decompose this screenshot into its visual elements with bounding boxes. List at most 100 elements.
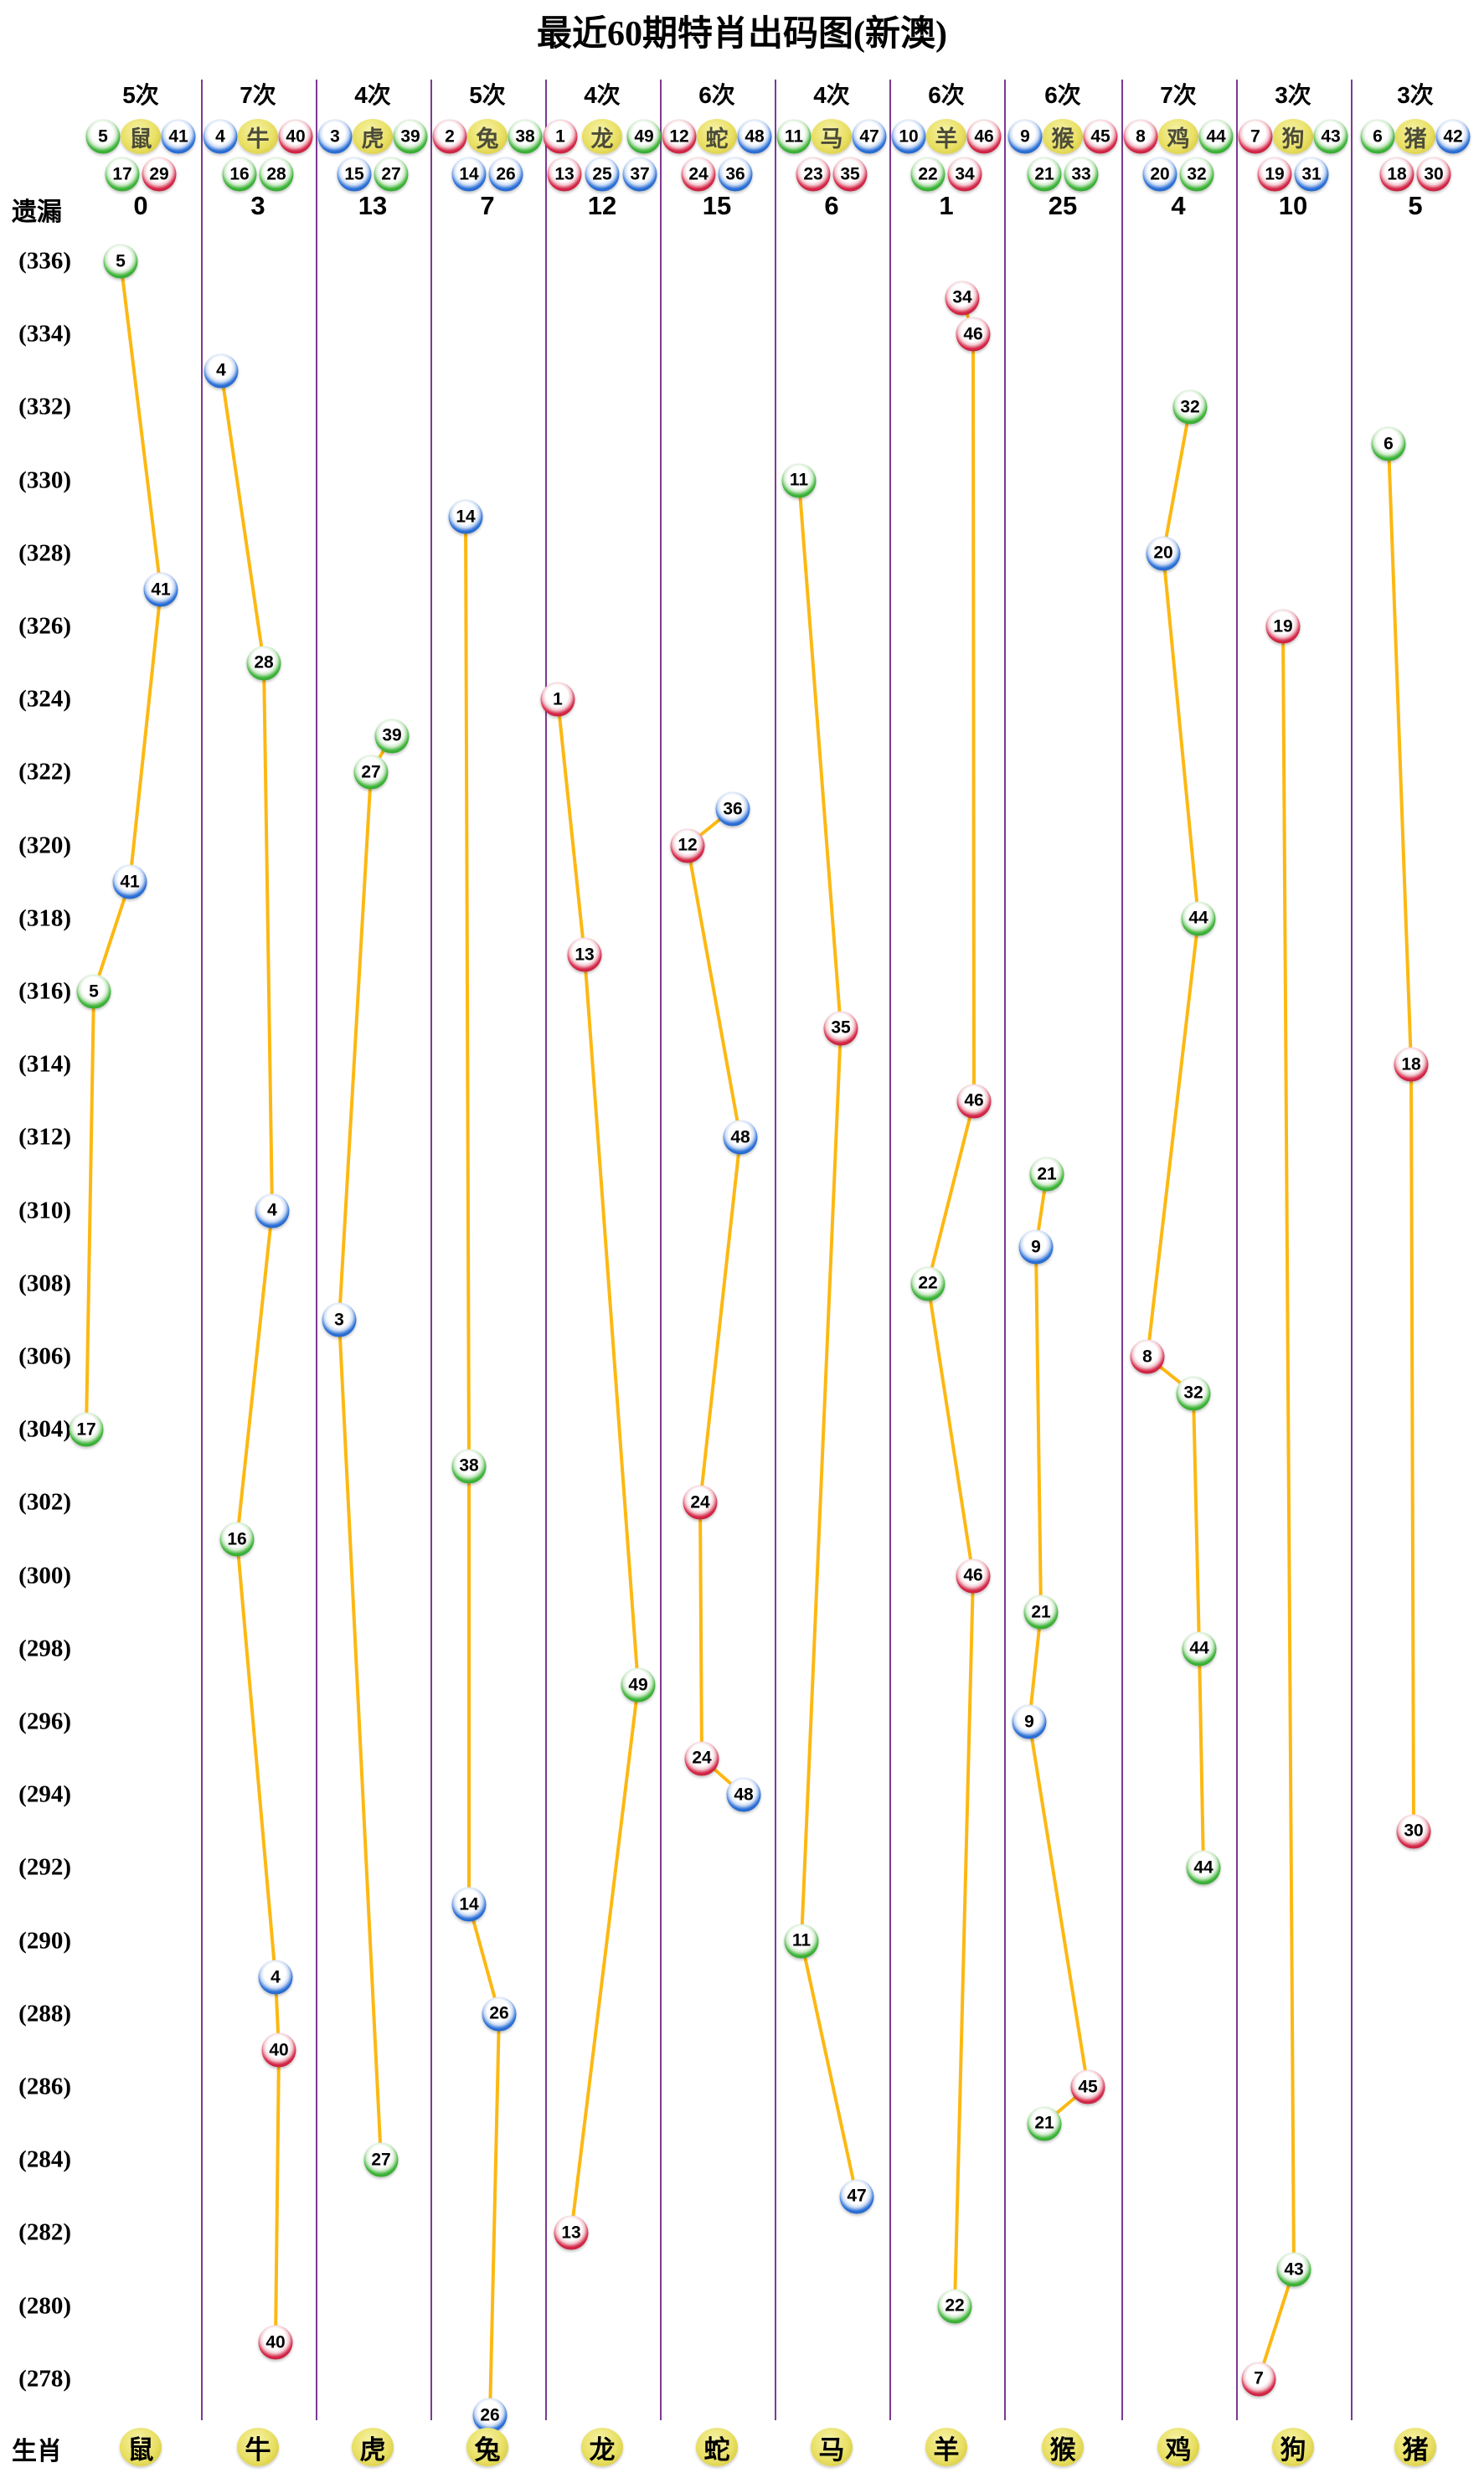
miss-count: 15 — [702, 191, 732, 220]
times-count: 4次 — [354, 82, 391, 108]
miss-count: 5 — [1408, 191, 1423, 220]
trend-polyline — [1257, 626, 1296, 2380]
zodiac-badge: 兔 — [467, 119, 508, 154]
chart-ball: 16 — [219, 1522, 255, 1557]
header-ball: 22 — [910, 157, 946, 192]
page-title: 最近60期特肖出码图(新澳) — [537, 15, 947, 54]
zodiac-badge: 羊 — [926, 119, 966, 154]
trend-polyline — [1387, 443, 1415, 1832]
header-ball: 1 — [543, 119, 578, 154]
miss-count: 3 — [250, 191, 265, 220]
chart-ball: 41 — [143, 572, 178, 607]
header-ball: 11 — [776, 119, 812, 154]
times-count: 7次 — [240, 82, 276, 108]
header-ball: 34 — [947, 157, 982, 192]
zodiac-badge: 猪 — [1395, 119, 1435, 154]
y-axis-label: (288) — [18, 2000, 71, 2027]
chart-ball: 41 — [112, 864, 147, 899]
chart-ball: 6 — [1371, 426, 1406, 461]
chart-ball: 48 — [723, 1120, 758, 1155]
chart-ball: 11 — [781, 463, 817, 498]
header-ball: 47 — [852, 119, 887, 154]
miss-count: 4 — [1171, 191, 1186, 220]
header-ball: 5 — [85, 119, 121, 154]
chart-ball: 1 — [540, 682, 575, 717]
chart-ball: 39 — [374, 719, 410, 754]
zodiac-row-label: 生肖 — [12, 2438, 62, 2465]
column-divider — [430, 80, 432, 2420]
column-divider — [545, 80, 547, 2420]
column-divider — [316, 80, 317, 2420]
y-axis-label: (302) — [18, 1488, 71, 1516]
zodiac-badge: 鼠 — [121, 119, 161, 154]
y-axis-label: (330) — [18, 466, 71, 494]
chart-ball: 20 — [1146, 536, 1181, 571]
chart-ball: 40 — [258, 2325, 293, 2360]
header-ball: 24 — [681, 157, 716, 192]
zodiac-badge: 马 — [812, 119, 852, 154]
y-axis-label: (314) — [18, 1050, 71, 1078]
zodiac-badge: 虎 — [353, 119, 393, 154]
chart-ball: 14 — [451, 1887, 487, 1922]
times-count: 4次 — [813, 82, 850, 108]
chart-ball: 21 — [1027, 2106, 1062, 2141]
chart-ball: 8 — [1130, 1339, 1165, 1374]
header-ball: 32 — [1179, 157, 1214, 192]
header-ball: 35 — [832, 157, 868, 192]
chart-ball: 32 — [1172, 389, 1208, 425]
header-ball: 43 — [1313, 119, 1348, 154]
header-ball: 8 — [1123, 119, 1158, 154]
y-axis-label: (286) — [18, 2073, 71, 2100]
y-axis-label: (316) — [18, 977, 71, 1005]
y-axis-label: (298) — [18, 1635, 71, 1662]
header-ball: 49 — [626, 119, 662, 154]
y-axis-label: (294) — [18, 1780, 71, 1808]
miss-count: 25 — [1048, 191, 1078, 220]
miss-count: 1 — [939, 191, 954, 220]
chart-ball: 38 — [451, 1449, 487, 1484]
column-divider — [660, 80, 662, 2420]
chart-ball: 12 — [670, 828, 705, 863]
times-count: 3次 — [1275, 82, 1311, 108]
header-ball: 38 — [508, 119, 543, 154]
column-divider — [1004, 80, 1006, 2420]
y-axis-label: (320) — [18, 832, 71, 859]
header-ball: 13 — [547, 157, 582, 192]
miss-count: 7 — [480, 191, 495, 220]
chart-ball: 24 — [684, 1741, 719, 1776]
chart-ball: 48 — [726, 1777, 761, 1812]
header-ball: 39 — [393, 119, 428, 154]
zodiac-badge: 蛇 — [697, 119, 737, 154]
header-ball: 21 — [1027, 157, 1062, 192]
zodiac-badge: 猴 — [1043, 119, 1083, 154]
bottom-zodiac-badge: 蛇 — [696, 2428, 738, 2466]
chart-ball: 24 — [683, 1485, 718, 1520]
chart-ball: 3 — [322, 1302, 357, 1337]
chart-ball: 35 — [823, 1011, 858, 1046]
bottom-zodiac-badge: 狗 — [1272, 2428, 1314, 2466]
chart-ball: 9 — [1012, 1704, 1047, 1739]
header-ball: 44 — [1198, 119, 1234, 154]
trend-polyline — [686, 807, 745, 1796]
column-divider — [201, 80, 203, 2420]
y-axis-label: (332) — [18, 393, 71, 420]
header-ball: 42 — [1435, 119, 1471, 154]
header-ball: 30 — [1416, 157, 1451, 192]
chart-ball: 46 — [956, 1559, 991, 1594]
header-ball: 15 — [337, 157, 372, 192]
chart-ball: 27 — [353, 755, 389, 790]
header-ball: 19 — [1257, 157, 1292, 192]
bottom-zodiac-badge: 鼠 — [120, 2428, 162, 2466]
chart-ball: 5 — [76, 974, 111, 1009]
header-ball: 46 — [966, 119, 1002, 154]
chart-ball: 43 — [1276, 2252, 1311, 2287]
chart-ball: 4 — [258, 1960, 293, 1995]
chart-ball: 46 — [956, 317, 991, 352]
chart-ball: 40 — [261, 2032, 296, 2068]
chart-ball: 13 — [554, 2215, 589, 2250]
trend-polyline — [85, 260, 162, 1430]
y-axis-label: (328) — [18, 539, 71, 567]
column-divider — [1351, 80, 1353, 2420]
times-count: 6次 — [698, 82, 735, 108]
